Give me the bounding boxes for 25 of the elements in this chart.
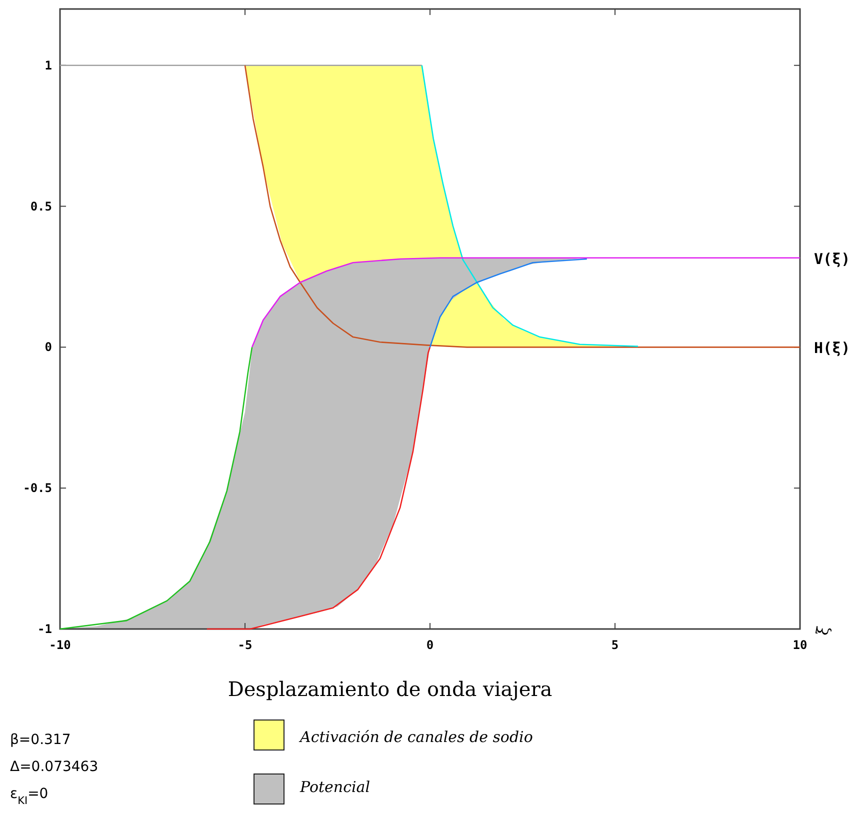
x-tick-label: 0 [426, 638, 434, 652]
y-tick-label: 1 [44, 58, 52, 72]
legend-label: Potencial [299, 778, 370, 796]
text: ε$_{KI}$=0 [10, 786, 48, 807]
annotation: H(ξ) [814, 339, 850, 358]
text: ξ [812, 624, 833, 637]
y-tick-label: 0.5 [30, 199, 52, 214]
line-series [421, 64, 639, 347]
line-series [429, 258, 588, 348]
x-tick-label: -10 [49, 638, 71, 652]
line-series [59, 346, 253, 630]
legend-label: Activación de canales de sodio [298, 728, 533, 746]
line-series [251, 257, 801, 348]
x-tick-label: 5 [611, 638, 619, 652]
y-tick-label: 0 [44, 340, 52, 354]
y-tick-label: -1 [38, 622, 52, 636]
x-tick-label: -5 [238, 638, 252, 652]
x-axis-title: Desplazamiento de onda viajera [228, 677, 552, 701]
x-tick-label: 10 [792, 638, 808, 652]
text: Δ=0.073463 [10, 759, 98, 775]
annotation: V(ξ) [814, 250, 850, 268]
text: β=0.317 [10, 732, 71, 748]
y-tick-label: -0.5 [23, 481, 52, 496]
line-series [244, 64, 801, 348]
line-series [206, 346, 431, 630]
